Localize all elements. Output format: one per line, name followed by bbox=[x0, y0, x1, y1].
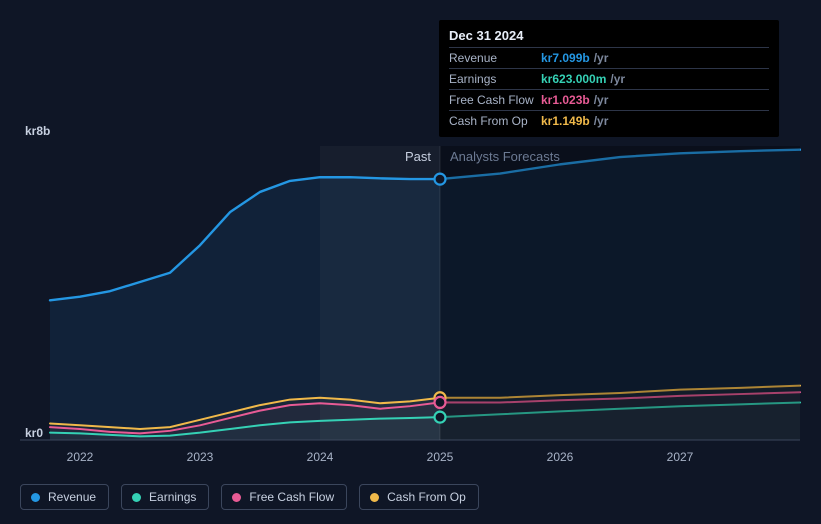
chart-legend: Revenue Earnings Free Cash Flow Cash From O… bbox=[20, 484, 479, 510]
y-tick-min: kr0 bbox=[25, 426, 43, 440]
x-tick: 2025 bbox=[427, 450, 454, 464]
tooltip-unit: /yr bbox=[594, 51, 609, 65]
legend-dot-icon bbox=[132, 493, 141, 502]
legend-item-revenue[interactable]: Revenue bbox=[20, 484, 109, 510]
legend-item-earnings[interactable]: Earnings bbox=[121, 484, 209, 510]
tooltip-row: Free Cash Flowkr1.023b/yr bbox=[449, 89, 769, 110]
financials-chart: kr8b kr0 Past Analysts Forecasts 2022 202… bbox=[20, 0, 801, 524]
forecast-label: Analysts Forecasts bbox=[450, 149, 560, 164]
legend-item-cash_from_op[interactable]: Cash From Op bbox=[359, 484, 479, 510]
legend-label: Free Cash Flow bbox=[249, 490, 334, 504]
x-tick: 2022 bbox=[67, 450, 94, 464]
tooltip-value: kr1.023b/yr bbox=[541, 93, 608, 107]
tooltip-unit: /yr bbox=[594, 93, 609, 107]
tooltip-value: kr623.000m/yr bbox=[541, 72, 625, 86]
tooltip-value: kr7.099b/yr bbox=[541, 51, 608, 65]
tooltip-title: Dec 31 2024 bbox=[449, 28, 769, 47]
legend-dot-icon bbox=[31, 493, 40, 502]
legend-label: Earnings bbox=[149, 490, 196, 504]
tooltip-key: Revenue bbox=[449, 51, 541, 65]
tooltip-unit: /yr bbox=[594, 114, 609, 128]
tooltip-row: Earningskr623.000m/yr bbox=[449, 68, 769, 89]
x-tick: 2023 bbox=[187, 450, 214, 464]
tooltip-unit: /yr bbox=[610, 72, 625, 86]
tooltip-row: Revenuekr7.099b/yr bbox=[449, 47, 769, 68]
x-tick: 2024 bbox=[307, 450, 334, 464]
x-tick: 2027 bbox=[667, 450, 694, 464]
tooltip-key: Earnings bbox=[449, 72, 541, 86]
legend-label: Cash From Op bbox=[387, 490, 466, 504]
x-tick: 2026 bbox=[547, 450, 574, 464]
past-label: Past bbox=[405, 149, 431, 164]
legend-label: Revenue bbox=[48, 490, 96, 504]
tooltip-key: Cash From Op bbox=[449, 114, 541, 128]
chart-tooltip: Dec 31 2024 Revenuekr7.099b/yrEarningskr… bbox=[439, 20, 779, 137]
legend-dot-icon bbox=[232, 493, 241, 502]
tooltip-row: Cash From Opkr1.149b/yr bbox=[449, 110, 769, 131]
legend-dot-icon bbox=[370, 493, 379, 502]
tooltip-value: kr1.149b/yr bbox=[541, 114, 608, 128]
y-tick-max: kr8b bbox=[25, 124, 50, 138]
legend-item-free_cash_flow[interactable]: Free Cash Flow bbox=[221, 484, 347, 510]
tooltip-key: Free Cash Flow bbox=[449, 93, 541, 107]
